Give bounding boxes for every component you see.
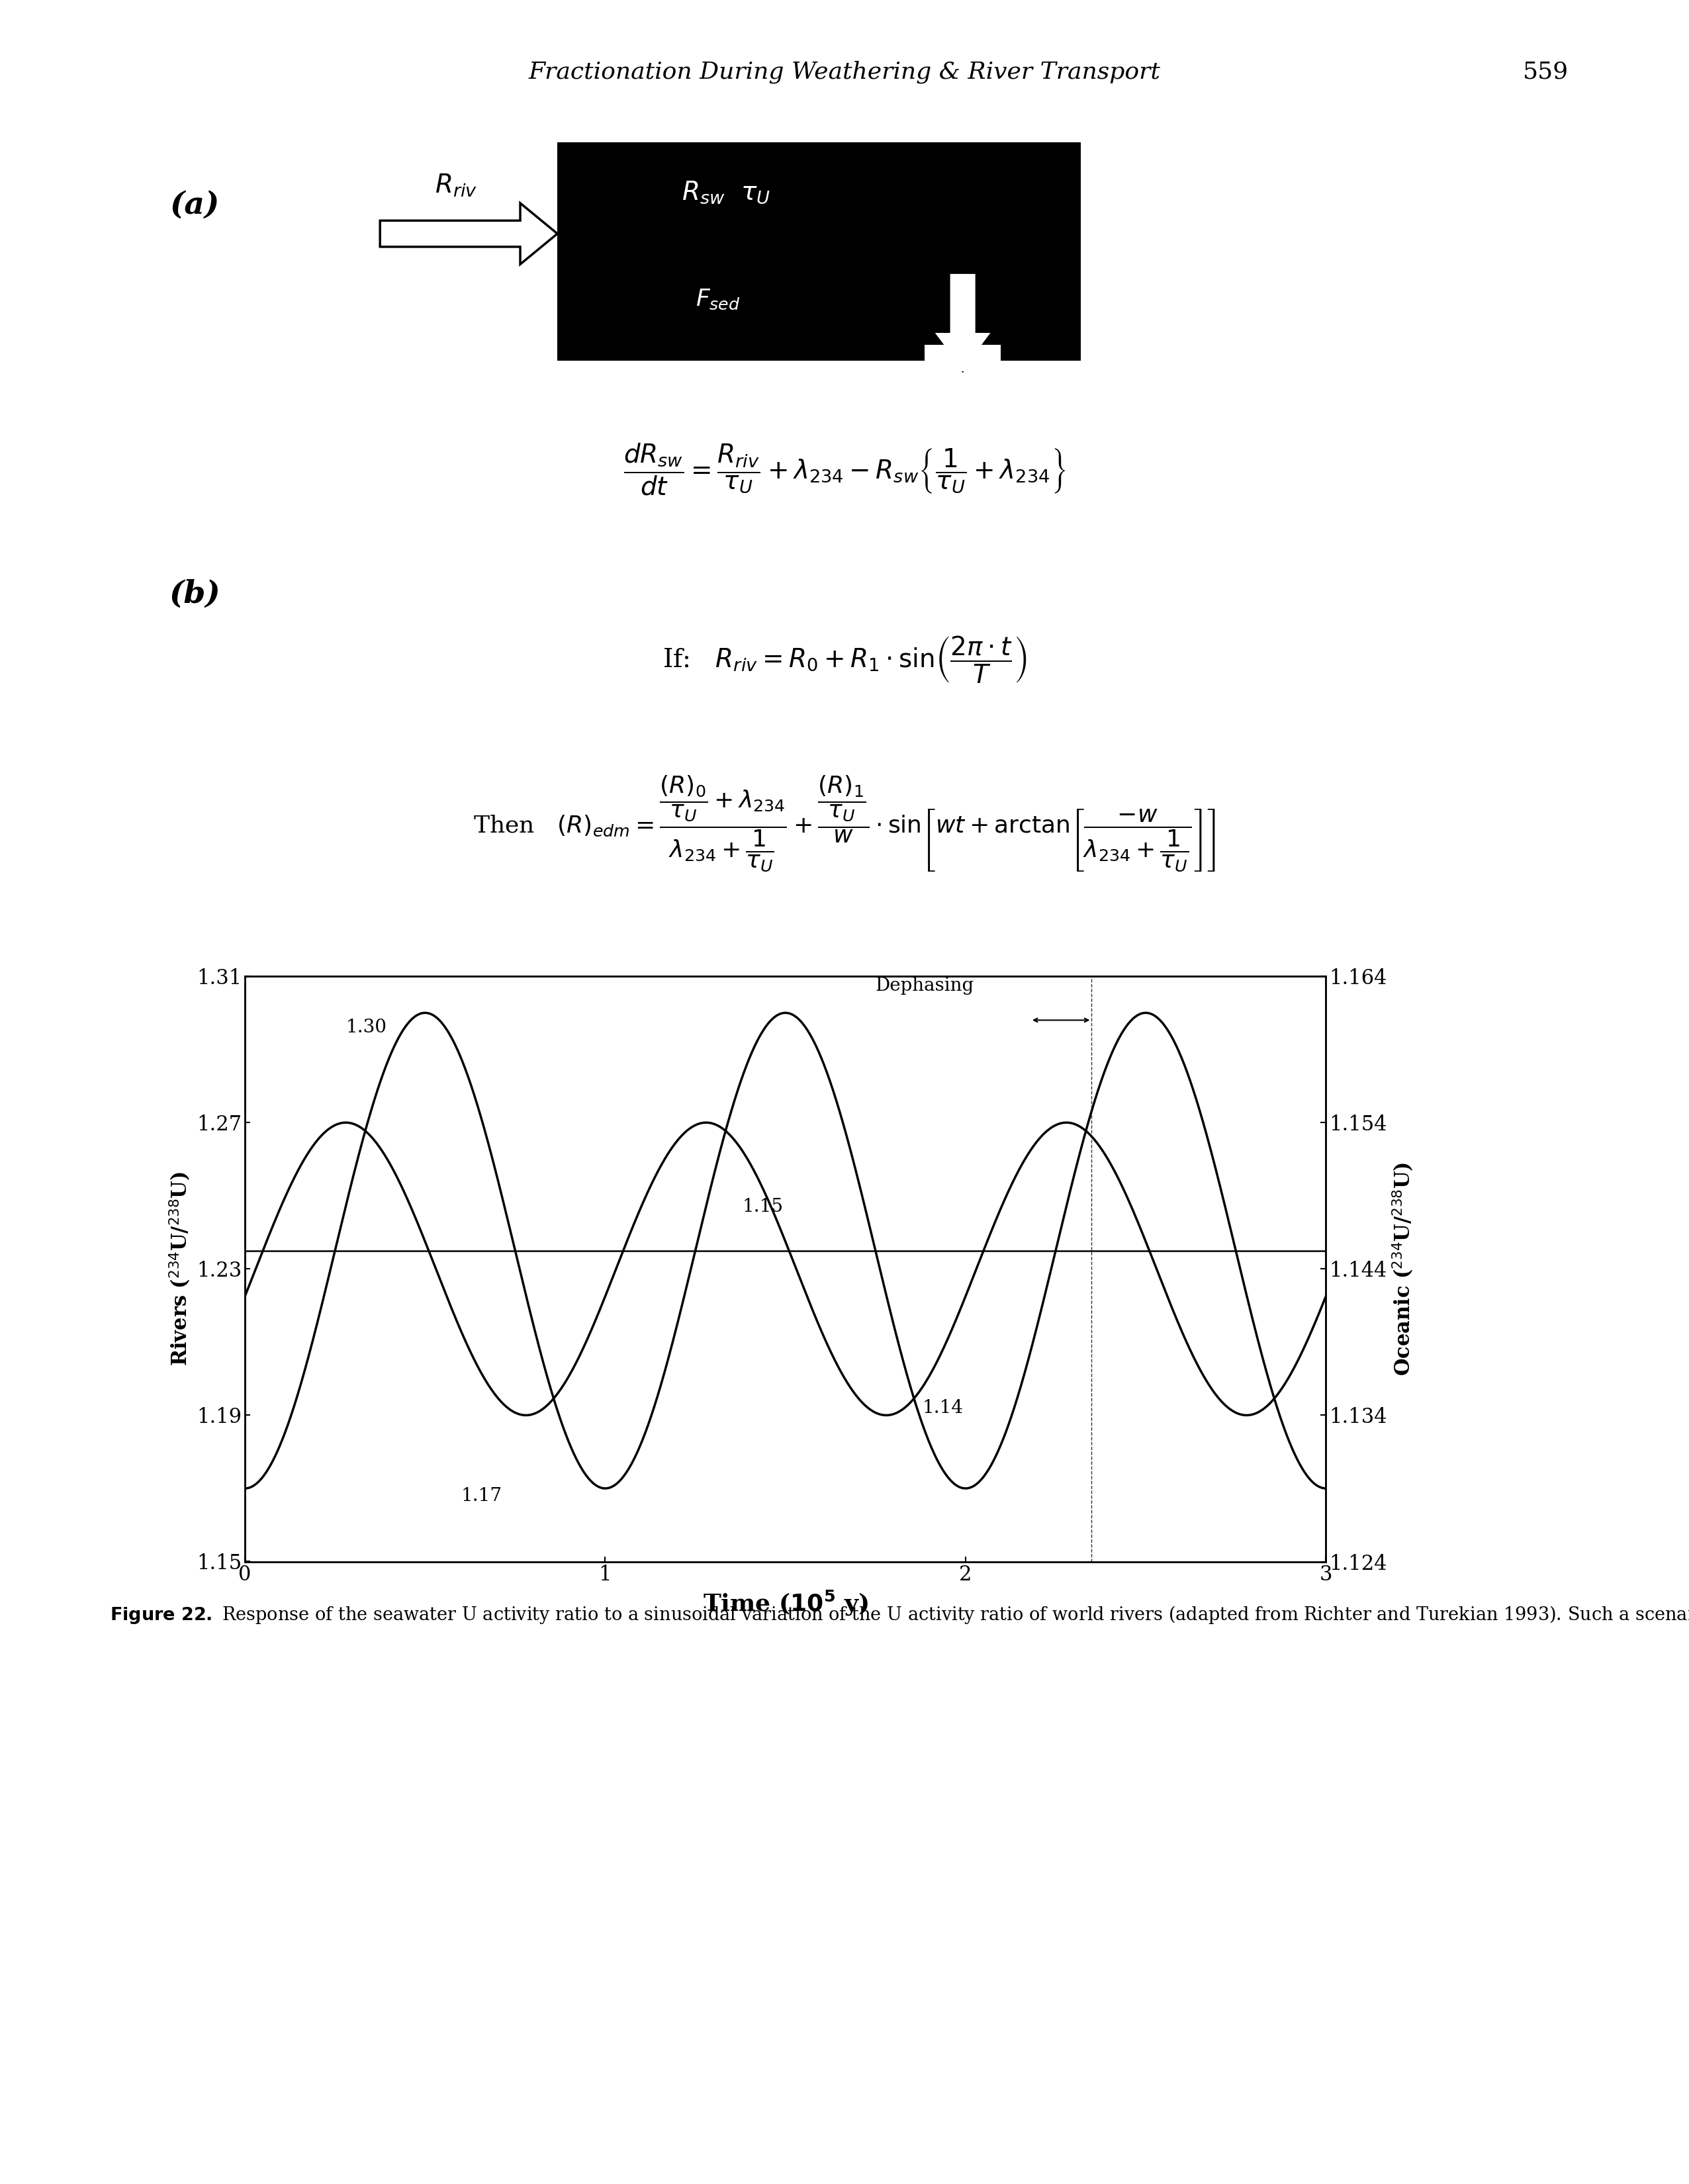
Text: (a): (a) (169, 190, 220, 221)
Polygon shape (380, 203, 557, 264)
Text: If:   $R_{riv} = R_0 + R_1 \cdot \sin\!\left(\dfrac{2\pi \cdot t}{T}\right)$: If: $R_{riv} = R_0 + R_1 \cdot \sin\!\le… (662, 633, 1027, 686)
X-axis label: Time ($\mathbf{10^5}$ y): Time ($\mathbf{10^5}$ y) (703, 1590, 868, 1618)
Bar (557, 142, 1081, 360)
Text: Dephasing: Dephasing (875, 976, 975, 996)
Bar (926, 345, 1000, 371)
Text: $F_{sed}$: $F_{sed}$ (696, 288, 740, 310)
Text: $R_{sw}$  $\tau_U$: $R_{sw}$ $\tau_U$ (682, 179, 770, 205)
Polygon shape (932, 273, 991, 371)
Text: 1.30: 1.30 (346, 1018, 387, 1037)
Text: 1.15: 1.15 (741, 1197, 784, 1216)
Text: $\dfrac{dR_{sw}}{dt} = \dfrac{R_{riv}}{\tau_U} + \lambda_{234} - R_{sw}\left\{\d: $\dfrac{dR_{sw}}{dt} = \dfrac{R_{riv}}{\… (623, 441, 1066, 498)
Text: Then   $(R)_{edm} = \dfrac{\dfrac{(R)_0}{\tau_U} + \lambda_{234}}{\lambda_{234} : Then $(R)_{edm} = \dfrac{\dfrac{(R)_0}{\… (473, 773, 1216, 874)
Text: 1.17: 1.17 (461, 1487, 502, 1505)
Text: Fractionation During Weathering & River Transport: Fractionation During Weathering & River … (529, 61, 1160, 83)
Text: 559: 559 (1522, 61, 1569, 83)
Y-axis label: Oceanic ($^{234}$U/$^{238}$U): Oceanic ($^{234}$U/$^{238}$U) (1390, 1162, 1415, 1376)
Text: (b): (b) (169, 579, 220, 609)
Text: $R_{riv}$: $R_{riv}$ (434, 173, 478, 199)
Y-axis label: Rivers ($^{234}$U/$^{238}$U): Rivers ($^{234}$U/$^{238}$U) (169, 1171, 193, 1367)
Text: 1.14: 1.14 (922, 1400, 963, 1417)
Text: $\mathbf{Figure\ 22.}$ Response of the seawater U activity ratio to a sinusoidal: $\mathbf{Figure\ 22.}$ Response of the s… (110, 1603, 1689, 1625)
